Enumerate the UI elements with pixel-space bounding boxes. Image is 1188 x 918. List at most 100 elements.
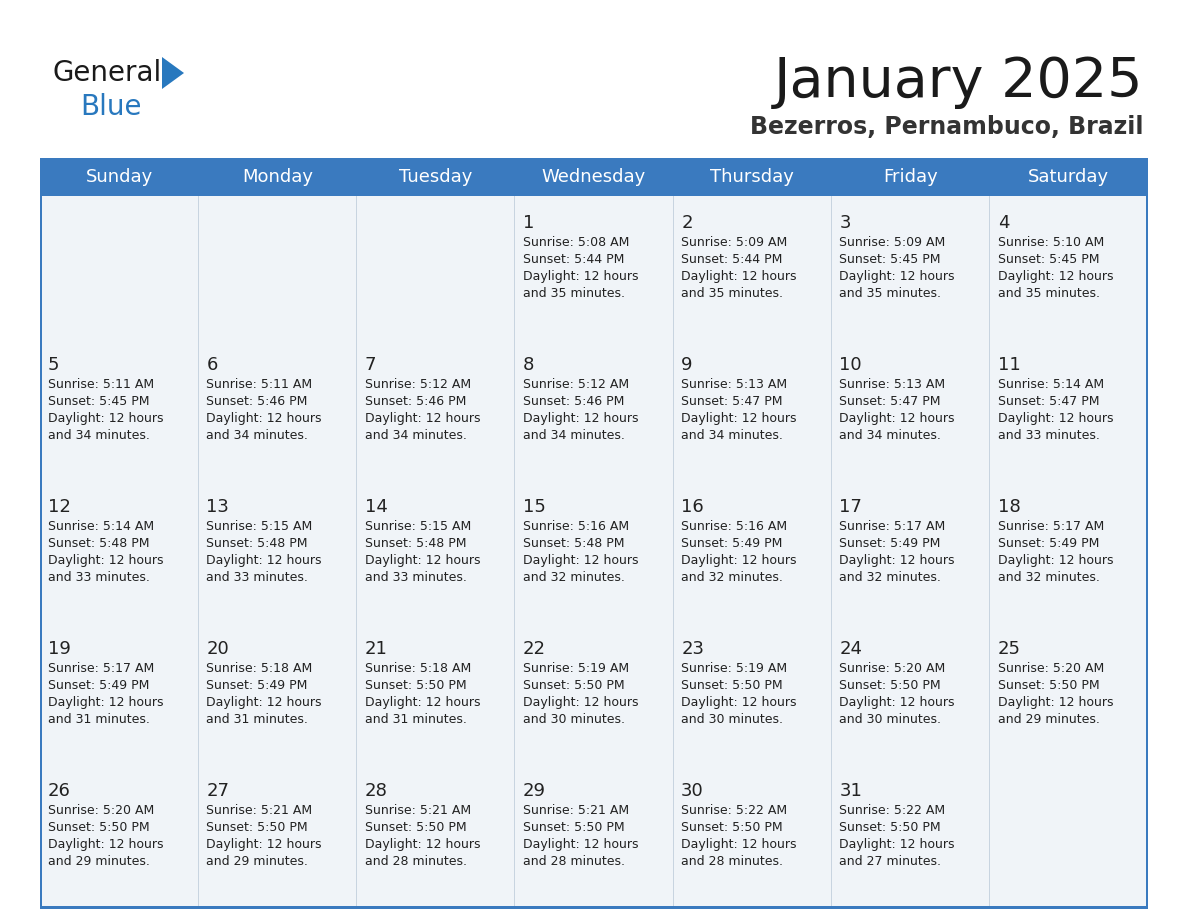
Text: Sunrise: 5:12 AM: Sunrise: 5:12 AM	[365, 378, 470, 391]
Text: Sunrise: 5:18 AM: Sunrise: 5:18 AM	[207, 662, 312, 675]
Text: 9: 9	[681, 356, 693, 374]
Text: 11: 11	[998, 356, 1020, 374]
Bar	[40, 764, 198, 906]
Text: Sunrise: 5:20 AM: Sunrise: 5:20 AM	[48, 804, 154, 817]
Text: and 33 minutes.: and 33 minutes.	[365, 571, 467, 584]
Text: Daylight: 12 hours: Daylight: 12 hours	[840, 838, 955, 851]
Text: Sunset: 5:46 PM: Sunset: 5:46 PM	[207, 395, 308, 408]
Bar	[40, 158, 42, 909]
Text: and 29 minutes.: and 29 minutes.	[998, 713, 1100, 726]
Text: 16: 16	[681, 498, 704, 516]
Text: Daylight: 12 hours: Daylight: 12 hours	[207, 412, 322, 425]
Bar	[514, 480, 674, 622]
Text: Sunset: 5:49 PM: Sunset: 5:49 PM	[207, 679, 308, 692]
Text: Sunset: 5:46 PM: Sunset: 5:46 PM	[523, 395, 624, 408]
Text: Sunset: 5:50 PM: Sunset: 5:50 PM	[48, 821, 150, 834]
Text: 28: 28	[365, 782, 387, 800]
Text: and 29 minutes.: and 29 minutes.	[207, 855, 308, 868]
Text: Sunrise: 5:22 AM: Sunrise: 5:22 AM	[681, 804, 788, 817]
Text: 2: 2	[681, 214, 693, 232]
Text: Daylight: 12 hours: Daylight: 12 hours	[365, 838, 480, 851]
Polygon shape	[162, 57, 184, 89]
Bar	[198, 338, 356, 480]
Text: Sunrise: 5:15 AM: Sunrise: 5:15 AM	[207, 520, 312, 533]
Text: and 34 minutes.: and 34 minutes.	[840, 429, 941, 442]
Bar	[356, 622, 514, 764]
Text: 14: 14	[365, 498, 387, 516]
Text: and 35 minutes.: and 35 minutes.	[523, 287, 625, 300]
Text: 25: 25	[998, 640, 1020, 658]
Bar	[40, 158, 1148, 196]
Text: and 30 minutes.: and 30 minutes.	[840, 713, 941, 726]
Text: 18: 18	[998, 498, 1020, 516]
Text: Sunset: 5:45 PM: Sunset: 5:45 PM	[840, 253, 941, 266]
Text: 20: 20	[207, 640, 229, 658]
Text: and 28 minutes.: and 28 minutes.	[523, 855, 625, 868]
Bar	[990, 480, 1148, 622]
Text: Daylight: 12 hours: Daylight: 12 hours	[681, 412, 797, 425]
Text: Sunrise: 5:21 AM: Sunrise: 5:21 AM	[523, 804, 628, 817]
Text: 31: 31	[840, 782, 862, 800]
Text: and 34 minutes.: and 34 minutes.	[681, 429, 783, 442]
Text: Sunday: Sunday	[86, 168, 153, 186]
Text: Sunrise: 5:20 AM: Sunrise: 5:20 AM	[998, 662, 1104, 675]
Text: Daylight: 12 hours: Daylight: 12 hours	[523, 270, 638, 283]
Bar	[674, 480, 832, 622]
Text: Sunrise: 5:22 AM: Sunrise: 5:22 AM	[840, 804, 946, 817]
Text: 15: 15	[523, 498, 545, 516]
Text: Sunrise: 5:12 AM: Sunrise: 5:12 AM	[523, 378, 628, 391]
Text: 8: 8	[523, 356, 535, 374]
Text: and 33 minutes.: and 33 minutes.	[207, 571, 308, 584]
Text: Daylight: 12 hours: Daylight: 12 hours	[48, 412, 164, 425]
Bar	[198, 764, 356, 906]
Bar	[40, 622, 198, 764]
Text: Sunset: 5:50 PM: Sunset: 5:50 PM	[365, 821, 466, 834]
Text: Daylight: 12 hours: Daylight: 12 hours	[523, 696, 638, 709]
Text: 4: 4	[998, 214, 1010, 232]
Text: 21: 21	[365, 640, 387, 658]
Text: 24: 24	[840, 640, 862, 658]
Text: and 28 minutes.: and 28 minutes.	[681, 855, 783, 868]
Text: Daylight: 12 hours: Daylight: 12 hours	[681, 696, 797, 709]
Text: Sunset: 5:49 PM: Sunset: 5:49 PM	[681, 537, 783, 550]
Bar	[674, 764, 832, 906]
Text: and 33 minutes.: and 33 minutes.	[998, 429, 1100, 442]
Text: Sunset: 5:47 PM: Sunset: 5:47 PM	[681, 395, 783, 408]
Bar	[674, 196, 832, 338]
Text: Daylight: 12 hours: Daylight: 12 hours	[523, 412, 638, 425]
Bar	[674, 622, 832, 764]
Text: and 34 minutes.: and 34 minutes.	[523, 429, 625, 442]
Text: Sunrise: 5:21 AM: Sunrise: 5:21 AM	[365, 804, 470, 817]
Text: and 35 minutes.: and 35 minutes.	[681, 287, 783, 300]
Bar	[40, 480, 1148, 483]
Text: Sunrise: 5:21 AM: Sunrise: 5:21 AM	[207, 804, 312, 817]
Text: Tuesday: Tuesday	[399, 168, 473, 186]
Bar	[356, 196, 514, 338]
Text: 22: 22	[523, 640, 545, 658]
Text: 26: 26	[48, 782, 71, 800]
Text: Sunset: 5:50 PM: Sunset: 5:50 PM	[365, 679, 466, 692]
Bar	[514, 196, 674, 338]
Bar	[40, 764, 1148, 767]
Text: 27: 27	[207, 782, 229, 800]
Bar	[40, 906, 1148, 909]
Bar	[356, 764, 514, 906]
Text: Sunrise: 5:09 AM: Sunrise: 5:09 AM	[681, 236, 788, 249]
Text: Sunset: 5:50 PM: Sunset: 5:50 PM	[207, 821, 308, 834]
Text: Bezerros, Pernambuco, Brazil: Bezerros, Pernambuco, Brazil	[750, 115, 1143, 139]
Text: Daylight: 12 hours: Daylight: 12 hours	[998, 270, 1113, 283]
Bar	[990, 764, 1148, 906]
Text: Daylight: 12 hours: Daylight: 12 hours	[48, 838, 164, 851]
Text: and 32 minutes.: and 32 minutes.	[840, 571, 941, 584]
Text: Daylight: 12 hours: Daylight: 12 hours	[365, 696, 480, 709]
Text: and 32 minutes.: and 32 minutes.	[523, 571, 625, 584]
Text: Daylight: 12 hours: Daylight: 12 hours	[840, 696, 955, 709]
Text: and 35 minutes.: and 35 minutes.	[998, 287, 1100, 300]
Text: Daylight: 12 hours: Daylight: 12 hours	[681, 838, 797, 851]
Text: and 34 minutes.: and 34 minutes.	[207, 429, 308, 442]
Text: Monday: Monday	[242, 168, 312, 186]
Text: Sunset: 5:50 PM: Sunset: 5:50 PM	[681, 679, 783, 692]
Text: Sunrise: 5:19 AM: Sunrise: 5:19 AM	[681, 662, 788, 675]
Text: and 29 minutes.: and 29 minutes.	[48, 855, 150, 868]
Bar	[990, 622, 1148, 764]
